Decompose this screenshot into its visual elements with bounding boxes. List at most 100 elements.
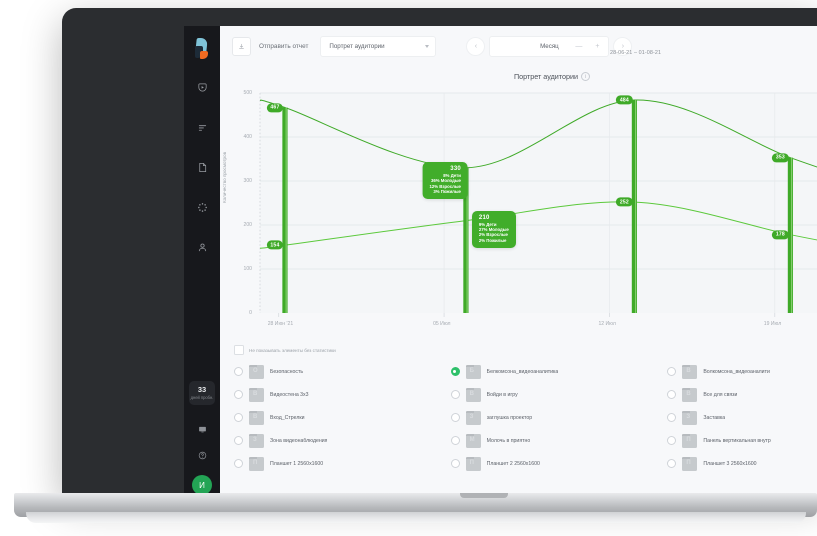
legend-columns: О Безопасность В Видеостена 3х3 В Вход_Стрелк…: [234, 360, 817, 475]
download-report-button[interactable]: [232, 36, 251, 56]
thumbnail-glyph: П: [469, 460, 474, 466]
tooltip-row: 36% Молодые: [430, 178, 461, 184]
legend-radio[interactable]: [234, 436, 243, 445]
list-item[interactable]: О Безопасность: [234, 360, 451, 383]
list-item[interactable]: В Вход_Стрелки: [234, 406, 451, 429]
legend-radio[interactable]: [667, 436, 677, 445]
period-label: Месяц: [540, 42, 559, 50]
legend-radio[interactable]: [450, 436, 460, 445]
item-label: Все для связи: [703, 391, 738, 398]
item-thumbnail: О: [249, 364, 264, 379]
list-item[interactable]: В Видеостена 3х3: [234, 383, 451, 406]
sidebar-item-playlists[interactable]: [189, 114, 215, 140]
list-item[interactable]: В Волкомсона_видеоаналити: [667, 360, 817, 383]
data-point-badge[interactable]: 252: [616, 197, 633, 207]
legend-radio[interactable]: [667, 413, 677, 422]
info-icon[interactable]: i: [581, 72, 591, 81]
y-axis-label: Количество просмотров: [222, 151, 227, 203]
period-decrease-button[interactable]: —: [575, 42, 583, 50]
item-thumbnail: П: [682, 433, 698, 448]
legend-radio[interactable]: [234, 390, 243, 399]
data-point-badge[interactable]: 353: [772, 153, 789, 163]
sidebar-item-devices[interactable]: [189, 194, 215, 220]
data-point-badge[interactable]: 154: [266, 240, 284, 250]
item-label: Планшет 3 2560х1600: [703, 460, 757, 467]
list-item[interactable]: М Молочь в приятно: [450, 429, 668, 452]
grid-dots-icon: [197, 202, 208, 213]
legend-radio[interactable]: [450, 367, 460, 376]
legend-radio[interactable]: [450, 390, 460, 399]
legend-radio[interactable]: [234, 459, 243, 468]
chart-title-row: Портрет аудитории i: [220, 72, 817, 81]
sidebar-item-screens[interactable]: [191, 419, 213, 441]
tooltip-row: 9% Дети: [478, 221, 497, 227]
monitor-icon: [198, 421, 207, 439]
kelvin-logo[interactable]: [192, 38, 212, 60]
item-thumbnail: З: [682, 410, 698, 425]
legend-radio[interactable]: [667, 459, 677, 468]
prev-period-button[interactable]: ‹: [466, 36, 486, 56]
legend-radio[interactable]: [450, 413, 460, 422]
list-item[interactable]: В Войди в игру: [450, 383, 668, 406]
item-thumbnail: Б: [465, 364, 481, 379]
item-thumbnail: П: [465, 456, 481, 471]
thumbnail-glyph: П: [686, 460, 691, 466]
list-item[interactable]: В Все для связи: [667, 383, 817, 406]
list-item[interactable]: П Панель вертикальная внутр: [667, 429, 817, 452]
legend-radio[interactable]: [667, 390, 677, 399]
item-label: Видеостена 3х3: [270, 391, 309, 398]
hide-empty-row[interactable]: Не показывать элементы без статистики: [234, 345, 817, 355]
laptop-base-lip: [26, 512, 806, 523]
sidebar-item-help[interactable]: [191, 445, 213, 467]
period-increase-button[interactable]: +: [595, 42, 600, 50]
list-item[interactable]: П Планшет 2 2560х1600: [450, 452, 668, 475]
laptop-lid: 33 дней пробн.: [62, 8, 817, 500]
list-item[interactable]: П Планшет 1 2560х1600: [234, 452, 451, 475]
list-item[interactable]: З Заставка: [667, 406, 817, 429]
legend-radio[interactable]: [450, 459, 460, 468]
legend-radio[interactable]: [667, 367, 677, 376]
tooltip-row: 8% Дети: [443, 172, 461, 178]
data-point-tooltip[interactable]: 210 9% Дети 27% Молодые 2% Взрослые 2% Пожил…: [471, 210, 516, 249]
data-point-badge[interactable]: 484: [616, 95, 633, 105]
legend-radio[interactable]: [234, 413, 243, 422]
list-item[interactable]: Б Белкомсона_видеоаналитика: [450, 360, 668, 383]
main-content: Отправить отчет Портрет аудитории ‹ Меся…: [220, 26, 817, 500]
user-avatar[interactable]: И: [192, 475, 212, 495]
thumbnail-glyph: В: [686, 368, 691, 374]
sidebar-item-media[interactable]: [189, 74, 215, 100]
app-sidebar: 33 дней пробн.: [184, 26, 220, 500]
sidebar-item-audience[interactable]: [189, 234, 215, 260]
sidebar-item-documents[interactable]: [189, 154, 215, 180]
legend-radio[interactable]: [234, 367, 243, 376]
thumbnail-glyph: З: [686, 414, 691, 420]
list-item[interactable]: П Планшет 3 2560х1600: [667, 452, 817, 475]
date-navigation: ‹ Месяц — + ›: [466, 35, 633, 57]
report-type-select[interactable]: Портрет аудитории: [320, 35, 437, 57]
x-axis-tick: 28 Июн '21: [267, 321, 294, 327]
item-thumbnail: В: [682, 364, 698, 379]
list-item[interactable]: З Зона видеонаблюдения: [234, 429, 451, 452]
y-axis-tick: 200: [243, 222, 253, 228]
thumbnail-glyph: О: [253, 368, 258, 374]
send-report-label[interactable]: Отправить отчет: [259, 42, 309, 50]
legend-panel: Не показывать элементы без статистики О Б…: [220, 337, 817, 475]
data-point-badge[interactable]: 178: [772, 230, 789, 240]
item-label: Панель вертикальная внутр: [703, 437, 771, 444]
thumbnail-glyph: П: [253, 460, 258, 466]
date-range-text: 28-06-21 – 01-08-21: [610, 50, 662, 56]
chart-plot: [259, 92, 817, 317]
x-axis-tick: 12 Июл: [598, 321, 616, 327]
data-point-badge[interactable]: 467: [266, 102, 284, 113]
y-axis-tick: 400: [243, 134, 253, 140]
thumbnail-glyph: М: [469, 437, 475, 443]
period-selector[interactable]: Месяц — +: [489, 35, 610, 57]
hide-empty-checkbox[interactable]: [234, 345, 244, 355]
next-period-button[interactable]: ›: [613, 36, 633, 56]
trial-badge[interactable]: 33 дней пробн.: [189, 380, 215, 405]
item-thumbnail: П: [249, 456, 264, 471]
list-lines-icon: [197, 122, 208, 133]
data-point-tooltip[interactable]: 330 8% Дети 36% Молодые 12% Взрослые 3% Пожи…: [422, 161, 468, 200]
